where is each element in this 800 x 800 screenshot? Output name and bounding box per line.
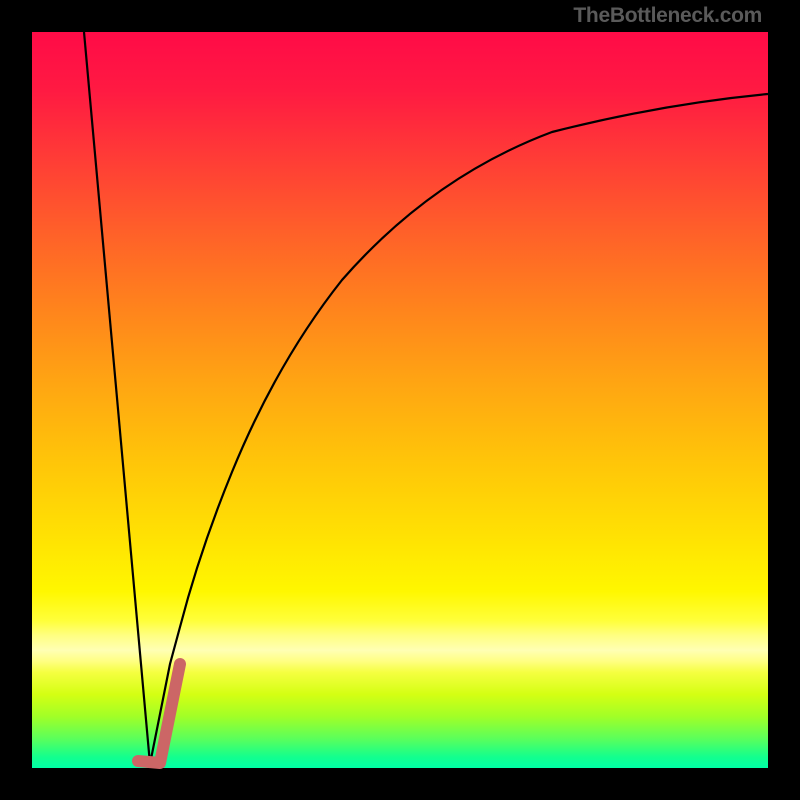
chart-curves — [32, 32, 768, 768]
watermark-text: TheBottleneck.com — [573, 4, 762, 28]
curve-right — [150, 94, 768, 764]
plot-area — [32, 32, 768, 768]
curve-left-line — [84, 32, 150, 764]
